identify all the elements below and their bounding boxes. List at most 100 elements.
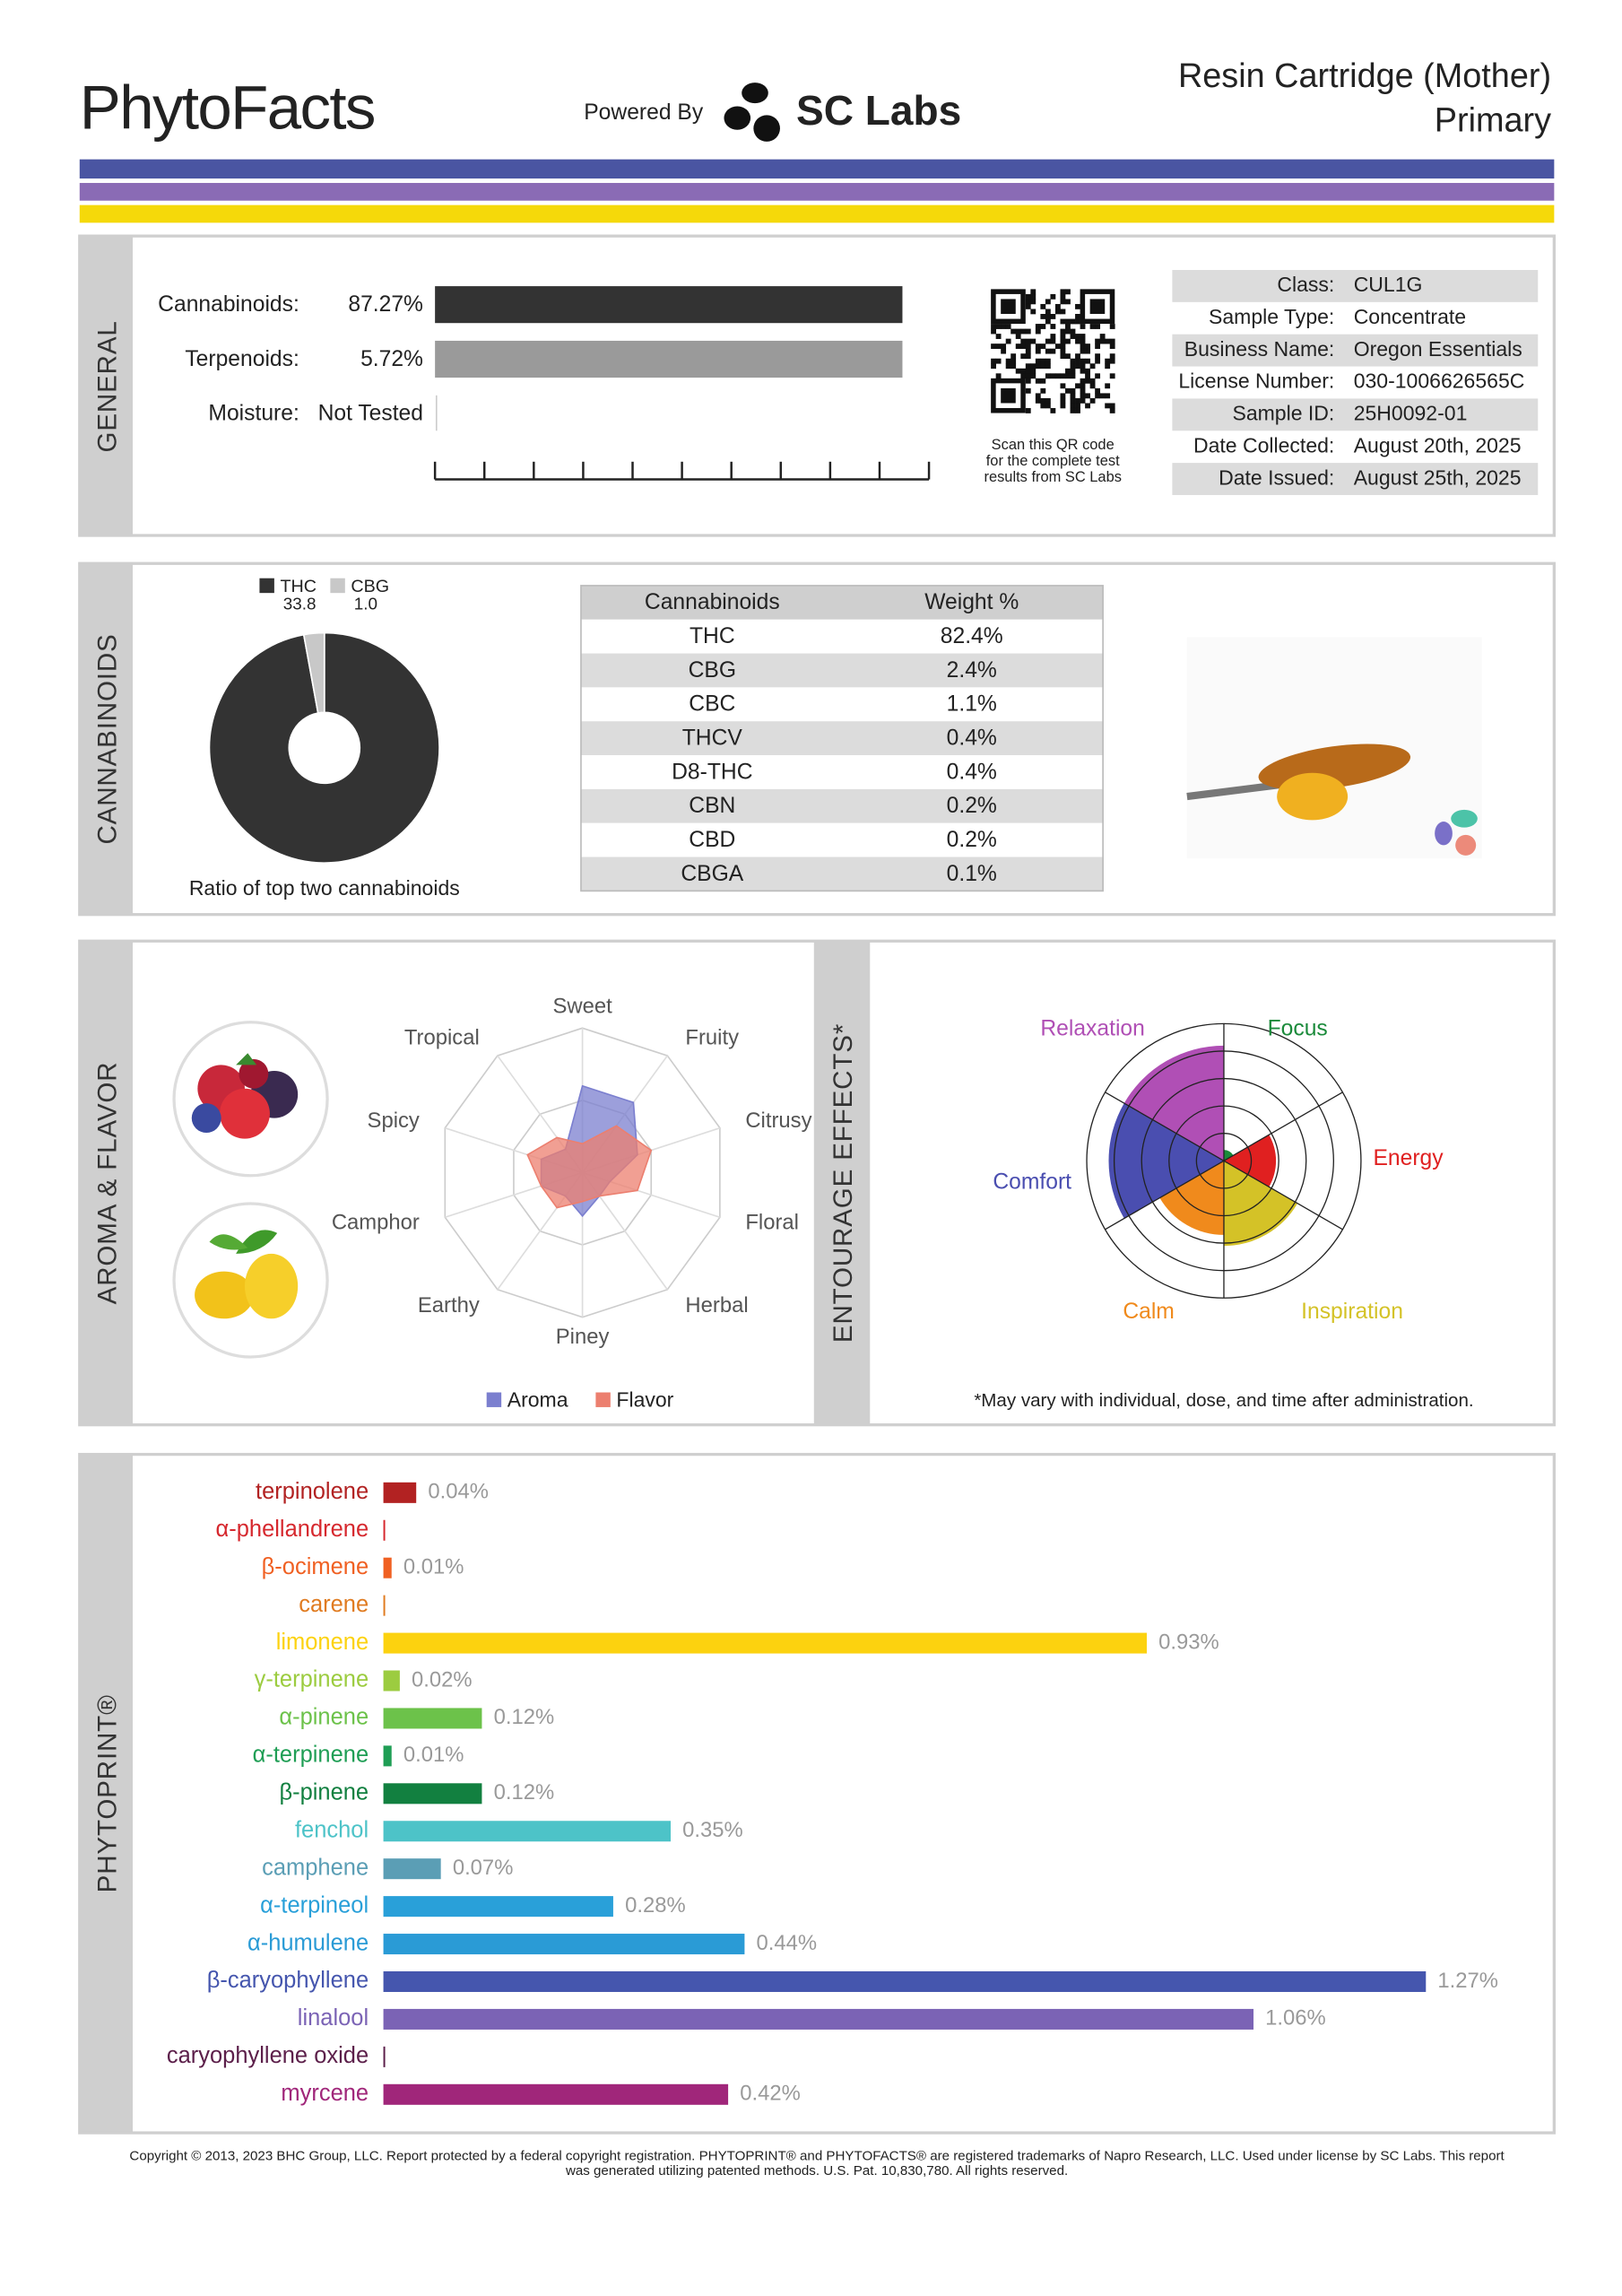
terpene-label: myrcene bbox=[281, 2081, 369, 2106]
qr-cell bbox=[991, 344, 996, 350]
effect-label: Energy bbox=[1373, 1146, 1444, 1170]
qr-cell bbox=[1015, 334, 1021, 339]
qr-cell bbox=[1020, 353, 1027, 360]
axis-label: Spicy bbox=[368, 1109, 420, 1133]
qr-cell bbox=[1105, 403, 1111, 409]
qr-cell bbox=[1105, 393, 1111, 399]
value-label: 0.12% bbox=[494, 1780, 555, 1805]
qr-cell bbox=[1060, 383, 1066, 389]
field-value: 25H0092-01 bbox=[1354, 402, 1468, 425]
qr-cell bbox=[1070, 334, 1076, 339]
qr-cell bbox=[1030, 309, 1037, 315]
rose-spoke bbox=[1223, 1091, 1343, 1161]
section-label: PHYTOPRINT® bbox=[93, 1694, 123, 1892]
bar bbox=[383, 1934, 745, 1955]
effect-label: Relaxation bbox=[1040, 1016, 1145, 1040]
qr-cell bbox=[1070, 393, 1076, 399]
qr-cell bbox=[1005, 358, 1011, 364]
qr-cell bbox=[991, 328, 996, 335]
field-value: Oregon Essentials bbox=[1354, 337, 1522, 361]
qr-cell bbox=[1065, 324, 1071, 329]
rose-wedge bbox=[1223, 1161, 1298, 1247]
table-cell: 0.2% bbox=[947, 794, 997, 818]
qr-cell bbox=[1045, 299, 1051, 305]
chart-caption: Ratio of top two cannabinoids bbox=[189, 876, 460, 900]
qr-cell bbox=[1015, 344, 1021, 350]
qr-cell bbox=[1089, 324, 1096, 329]
qr-cell bbox=[1025, 368, 1031, 374]
qr-cell bbox=[1085, 378, 1090, 384]
qr-cell bbox=[1080, 334, 1086, 339]
lab-logo bbox=[724, 83, 780, 142]
qr-cell bbox=[1109, 403, 1115, 409]
field-row bbox=[1172, 398, 1539, 431]
qr-cell bbox=[1075, 334, 1080, 339]
field-row bbox=[1172, 463, 1539, 495]
qr-cell bbox=[1060, 348, 1066, 354]
qr-cell bbox=[1095, 353, 1101, 360]
legend-swatch bbox=[595, 1392, 611, 1407]
qr-cell bbox=[1001, 348, 1007, 354]
qr-cell bbox=[1045, 397, 1051, 404]
qr-cell bbox=[991, 324, 996, 329]
general-value: 5.72% bbox=[360, 347, 423, 371]
qr-cell bbox=[1030, 373, 1037, 379]
table-cell: 0.1% bbox=[947, 862, 997, 886]
qr-cell bbox=[1010, 363, 1017, 370]
general-value: Not Tested bbox=[318, 402, 423, 426]
qr-cell bbox=[1075, 318, 1080, 325]
qr-cell bbox=[995, 344, 1002, 350]
qr-cell bbox=[1085, 358, 1090, 364]
field-label: Date Issued: bbox=[1219, 465, 1334, 489]
qr-cell bbox=[1035, 344, 1041, 350]
qr-finder bbox=[1080, 289, 1115, 325]
rose-wedge bbox=[1223, 1135, 1277, 1187]
table-header: Weight % bbox=[924, 590, 1019, 614]
qr-cell bbox=[1060, 353, 1066, 360]
lab-name: SC Labs bbox=[796, 87, 961, 134]
section-frame bbox=[78, 234, 1556, 537]
qr-cell bbox=[1095, 393, 1101, 399]
qr-cell bbox=[1050, 324, 1056, 329]
qr-cell bbox=[1095, 373, 1101, 379]
table-cell: 82.4% bbox=[941, 624, 1003, 648]
qr-cell bbox=[1040, 397, 1046, 404]
qr-cell bbox=[1040, 403, 1046, 409]
qr-cell bbox=[1054, 344, 1061, 350]
effect-label: Comfort bbox=[993, 1170, 1071, 1194]
qr-cell bbox=[1035, 358, 1041, 364]
stripe bbox=[79, 204, 1555, 223]
qr-cell bbox=[1001, 324, 1007, 329]
qr-note: for the complete test bbox=[986, 453, 1120, 469]
qr-cell bbox=[1050, 334, 1056, 339]
qr-cell bbox=[1070, 387, 1076, 394]
field-label: Sample Type: bbox=[1209, 305, 1334, 328]
qr-cell bbox=[1025, 303, 1031, 309]
qr-cell bbox=[1065, 289, 1071, 295]
section-side bbox=[813, 941, 871, 1425]
qr-cell bbox=[995, 324, 1002, 329]
table-row bbox=[580, 653, 1104, 688]
axis-label: Sweet bbox=[552, 995, 612, 1019]
bar bbox=[383, 1896, 613, 1918]
bar bbox=[383, 1745, 392, 1767]
scale-axis bbox=[433, 461, 931, 481]
qr-cell bbox=[1001, 344, 1007, 350]
table-header-bg bbox=[580, 585, 1104, 620]
value-label: 0.35% bbox=[682, 1818, 743, 1842]
terpene-label: linalool bbox=[298, 2005, 369, 2031]
stripe bbox=[79, 159, 1555, 179]
qr-cell bbox=[1060, 309, 1066, 315]
table-row bbox=[580, 857, 1104, 891]
terpene-label: γ-terpinene bbox=[255, 1667, 369, 1692]
terpene-label: α-phellandrene bbox=[216, 1517, 369, 1542]
axis-label: Earthy bbox=[418, 1293, 480, 1318]
value-label: 1.06% bbox=[1265, 2006, 1326, 2031]
qr-cell bbox=[1025, 293, 1031, 300]
qr-finder bbox=[1001, 299, 1016, 315]
terpene-label: α-humulene bbox=[247, 1930, 369, 1955]
qr-cell bbox=[1105, 383, 1111, 389]
qr-cell bbox=[1040, 358, 1046, 364]
section-side bbox=[79, 563, 134, 915]
field-value: August 20th, 2025 bbox=[1354, 433, 1522, 457]
